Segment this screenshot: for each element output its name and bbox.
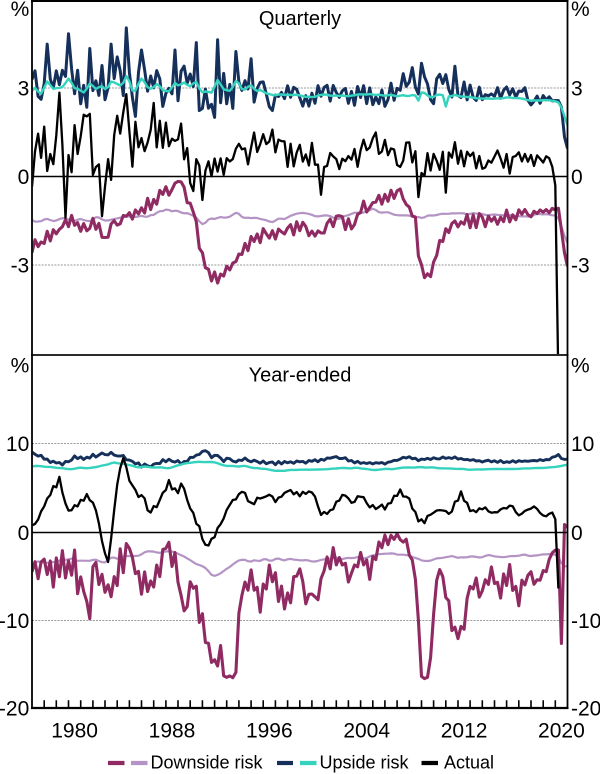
svg-text:2012: 2012 — [441, 720, 488, 743]
svg-text:10: 10 — [571, 433, 594, 456]
svg-text:3: 3 — [18, 78, 30, 101]
svg-text:1980: 1980 — [51, 720, 98, 743]
svg-text:2020: 2020 — [538, 720, 585, 743]
svg-text:-10: -10 — [571, 610, 600, 633]
svg-text:Year-ended: Year-ended — [249, 365, 352, 387]
svg-text:Actual: Actual — [444, 753, 494, 773]
svg-text:-20: -20 — [0, 698, 29, 721]
svg-text:1996: 1996 — [246, 720, 293, 743]
svg-text:%: % — [11, 0, 30, 21]
svg-text:0: 0 — [571, 166, 583, 189]
svg-text:%: % — [571, 355, 590, 378]
svg-text:%: % — [11, 355, 30, 378]
svg-text:-3: -3 — [571, 255, 590, 278]
svg-text:3: 3 — [571, 78, 583, 101]
svg-text:Upside risk: Upside risk — [320, 753, 410, 773]
svg-text:-20: -20 — [571, 698, 600, 721]
svg-text:0: 0 — [18, 166, 30, 189]
svg-text:10: 10 — [6, 433, 29, 456]
svg-text:%: % — [571, 0, 590, 21]
svg-text:Downside risk: Downside risk — [151, 753, 264, 773]
svg-text:0: 0 — [18, 522, 30, 545]
svg-text:0: 0 — [571, 522, 583, 545]
svg-text:-3: -3 — [11, 255, 30, 278]
svg-text:-10: -10 — [0, 610, 29, 633]
svg-text:Quarterly: Quarterly — [259, 8, 341, 30]
svg-text:2004: 2004 — [343, 720, 390, 743]
svg-text:1988: 1988 — [149, 720, 196, 743]
